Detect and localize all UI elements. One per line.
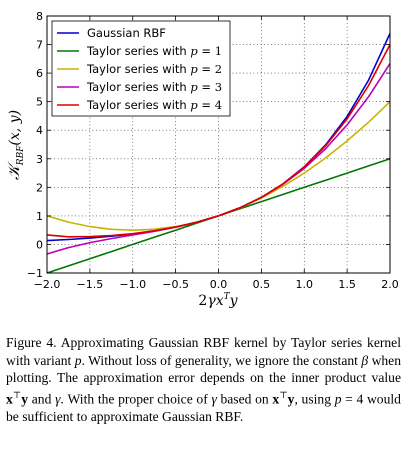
y-tick-label: 5 — [36, 96, 43, 109]
figure-caption: Figure 4. Approximating Gaussian RBF ker… — [6, 335, 402, 424]
y-tick-label: 7 — [36, 39, 43, 52]
legend: Gaussian RBF Taylor series with p = 1 Tayl… — [51, 20, 231, 117]
y-tick-label: 8 — [36, 10, 43, 23]
x-tick-label: −0.5 — [162, 278, 189, 291]
legend-label-2: Taylor series with p = 1 — [86, 44, 222, 58]
kernel-approximation-chart: −2.0 −1.5 −1.0 −0.5 0.0 0.5 1.0 1.5 2.0 −1 0 1 2 3 4 5… — [4, 10, 399, 309]
y-axis-ticks: −1 0 1 2 3 4 5 6 7 8 — [27, 10, 390, 280]
y-tick-label: 6 — [36, 67, 43, 80]
x-tick-label: 1.0 — [296, 278, 314, 291]
x-axis-label: 2γxTy — [198, 292, 238, 309]
y-tick-label: 2 — [36, 181, 43, 194]
x-tick-label: −1.5 — [77, 278, 104, 291]
legend-label-4: Taylor series with p = 3 — [86, 80, 222, 94]
x-tick-label: −1.0 — [119, 278, 146, 291]
x-tick-label: 2.0 — [381, 278, 399, 291]
x-tick-label: −2.0 — [34, 278, 61, 291]
y-tick-label: 1 — [36, 210, 43, 223]
x-tick-label: 1.5 — [338, 278, 356, 291]
y-tick-label: 0 — [36, 238, 43, 251]
x-tick-label: 0.5 — [253, 278, 271, 291]
legend-box — [51, 20, 231, 117]
series-line-3 — [46, 101, 391, 231]
y-axis-label: 𝒦RBF(x, y) — [4, 110, 26, 180]
y-tick-label: 3 — [36, 153, 43, 166]
legend-label-3: Taylor series with p = 2 — [86, 62, 222, 76]
legend-label-1: Gaussian RBF — [87, 26, 166, 40]
series-lines — [46, 33, 391, 274]
legend-label-5: Taylor series with p = 4 — [86, 98, 222, 112]
y-tick-label: 4 — [36, 124, 43, 137]
series-line-5 — [46, 44, 391, 238]
x-axis-ticks: −2.0 −1.5 −1.0 −0.5 0.0 0.5 1.0 1.5 2.0 — [34, 16, 399, 291]
y-tick-label: −1 — [27, 267, 43, 280]
x-tick-label: 0.0 — [210, 278, 228, 291]
